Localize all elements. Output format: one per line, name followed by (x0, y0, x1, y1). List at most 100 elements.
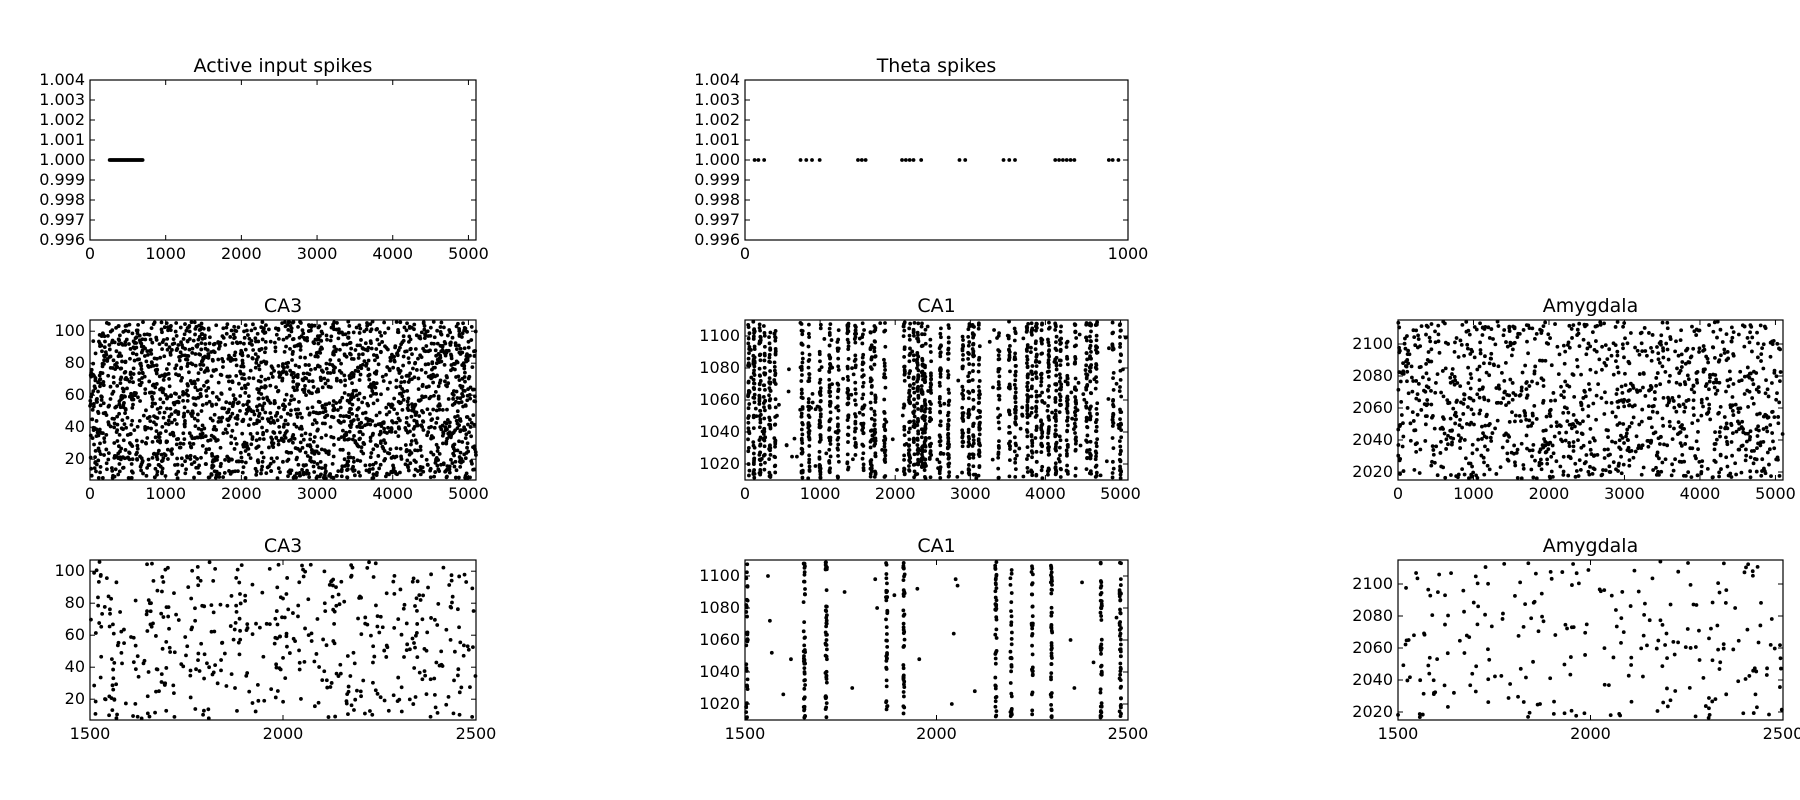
spike-point (226, 418, 231, 423)
spike-point (466, 376, 471, 381)
spike-point (746, 336, 751, 341)
spike-point (846, 378, 851, 382)
spike-point (1065, 453, 1069, 458)
spike-point (162, 374, 167, 379)
spike-point (110, 416, 115, 421)
spike-point (153, 466, 158, 471)
spike-point (472, 354, 477, 358)
spike-point (751, 371, 756, 376)
spike-point (853, 353, 858, 358)
spike-point (314, 353, 319, 358)
spike-point (1046, 358, 1051, 362)
spike-point (287, 402, 292, 406)
spike-point (1576, 474, 1581, 478)
spike-point (319, 338, 323, 343)
spike-point (768, 347, 773, 352)
spike-point (345, 462, 349, 467)
spike-point (259, 374, 264, 379)
spike-point (818, 412, 823, 416)
spike-point (836, 422, 840, 427)
spike-point (167, 345, 172, 350)
spike-point (1083, 368, 1088, 372)
spike-point (108, 424, 113, 429)
spike-point (416, 356, 420, 361)
spike-point (996, 406, 1000, 411)
spike-point (443, 469, 448, 474)
spike-point (128, 356, 132, 361)
spike-point (977, 432, 982, 437)
spike-point (912, 425, 917, 430)
spike-point (1437, 350, 1442, 355)
spike-point (937, 460, 942, 465)
spike-point (1072, 158, 1077, 162)
spike-point (1119, 469, 1123, 474)
spike-point (773, 335, 777, 339)
spike-point (872, 418, 877, 423)
spike-point (817, 352, 822, 357)
spike-point (186, 354, 191, 358)
spike-point (184, 328, 189, 333)
spike-point (166, 418, 171, 423)
spike-point (916, 431, 921, 436)
spike-point (453, 343, 458, 348)
spike-point (827, 469, 832, 474)
spike-point (911, 436, 916, 441)
spike-point (195, 377, 200, 382)
spike-point (308, 444, 313, 449)
spike-point (401, 334, 406, 339)
spike-point (806, 344, 811, 349)
spike-point (405, 321, 409, 326)
spike-point (1068, 158, 1073, 162)
spike-point (275, 456, 279, 460)
spike-point (343, 383, 347, 388)
spike-point (806, 421, 811, 425)
spike-point (1087, 323, 1092, 328)
spike-point (288, 346, 292, 351)
spike-point (100, 364, 105, 369)
spike-point (966, 430, 971, 435)
spike-point (818, 359, 822, 364)
spike-point (911, 375, 916, 380)
spike-point (800, 332, 805, 337)
spike-point (363, 341, 368, 346)
spike-point (242, 329, 246, 334)
spike-point (1549, 454, 1554, 459)
spike-point (1426, 385, 1431, 390)
spike-point (798, 320, 803, 325)
spike-point (767, 393, 771, 398)
spike-point (1050, 410, 1054, 415)
spike-point (870, 433, 875, 438)
spike-point (219, 373, 224, 378)
y-tick-label: 1.000 (39, 150, 85, 169)
spike-point (243, 449, 248, 453)
spike-point (1013, 357, 1018, 361)
spike-point (225, 430, 229, 435)
spike-point (259, 360, 264, 365)
spike-point (316, 389, 321, 394)
spike-point (882, 372, 887, 376)
spike-point (359, 338, 363, 342)
spike-point (872, 349, 877, 354)
x-tick-label: 1000 (800, 484, 841, 503)
spike-point (1777, 400, 1782, 405)
spike-point (996, 393, 1001, 398)
spike-point (441, 430, 446, 435)
spike-point (170, 420, 174, 425)
spike-point (395, 353, 400, 358)
spike-point (828, 356, 832, 361)
spike-point (413, 347, 418, 351)
spike-point (233, 469, 238, 474)
spike-point (935, 457, 940, 462)
spike-point (409, 439, 414, 443)
spike-point (373, 423, 378, 428)
spike-point (1053, 346, 1058, 351)
spike-point (938, 435, 943, 440)
spike-point (341, 414, 346, 419)
spike-point (323, 321, 328, 326)
spike-point (922, 457, 927, 462)
spike-point (276, 405, 281, 410)
spike-point (207, 335, 212, 340)
spike-point (200, 423, 205, 428)
spike-point (174, 422, 179, 426)
spike-point (93, 386, 98, 391)
